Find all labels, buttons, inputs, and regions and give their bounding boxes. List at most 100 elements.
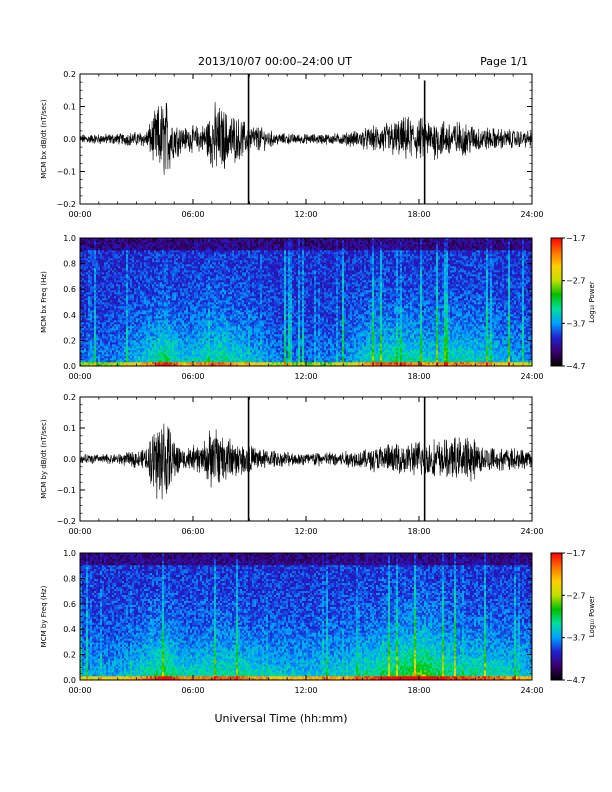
spectrogram-cell xyxy=(184,326,187,329)
spectrogram-cell xyxy=(188,328,191,331)
spectrogram-cell xyxy=(190,348,193,351)
spectrogram-cell xyxy=(202,362,205,365)
spectrogram-cell xyxy=(132,354,135,357)
spectrogram-cell xyxy=(174,344,177,347)
spectrogram-cell xyxy=(148,330,151,333)
spectrogram-cell xyxy=(114,278,117,281)
spectrogram-cell xyxy=(126,306,129,309)
spectrogram-cell xyxy=(224,312,227,315)
spectrogram-cell xyxy=(96,272,99,275)
spectrogram-cell xyxy=(160,288,163,291)
spectrogram-cell xyxy=(138,360,141,363)
spectrogram-cell xyxy=(124,356,127,359)
spectrogram-cell xyxy=(144,316,147,319)
spectrogram-cell xyxy=(138,326,141,329)
spectrogram-cell xyxy=(216,254,219,257)
spectrogram-cell xyxy=(110,238,113,241)
spectrogram-cell xyxy=(180,296,183,299)
spectrogram-cell xyxy=(212,300,215,303)
spectrogram-cell xyxy=(172,252,175,255)
spectrogram-cell xyxy=(212,284,215,287)
spectrogram-cell xyxy=(224,296,227,299)
spectrogram-cell xyxy=(88,296,91,299)
spectrogram-cell xyxy=(104,318,107,321)
spectrogram-cell xyxy=(120,304,123,307)
spectrogram-cell xyxy=(140,260,143,263)
spectrogram-cell xyxy=(180,350,183,353)
spectrogram-cell xyxy=(96,276,99,279)
spectrogram-cell xyxy=(168,270,171,273)
spectrogram-cell xyxy=(148,362,151,365)
spectrogram-cell xyxy=(136,250,139,253)
spectrogram-cell xyxy=(190,358,193,361)
spectrogram-cell xyxy=(176,256,179,259)
spectrogram-cell xyxy=(98,306,101,309)
spectrogram-cell xyxy=(170,252,173,255)
spectrogram-cell xyxy=(102,344,105,347)
spectrogram-cell xyxy=(150,238,153,241)
spectrogram-cell xyxy=(172,248,175,251)
spectrogram-cell xyxy=(86,320,89,323)
spectrogram-cell xyxy=(92,290,95,293)
spectrogram-cell xyxy=(230,260,233,263)
spectrogram-cell xyxy=(142,354,145,357)
spectrogram-cell xyxy=(158,294,161,297)
spectrogram-cell xyxy=(118,290,121,293)
spectrogram-cell xyxy=(228,278,231,281)
spectrogram-cell xyxy=(192,350,195,353)
spectrogram-cell xyxy=(140,264,143,267)
spectrogram-cell xyxy=(160,350,163,353)
spectrogram-cell xyxy=(166,258,169,261)
spectrogram-cell xyxy=(134,320,137,323)
spectrogram-cell xyxy=(166,346,169,349)
spectrogram-cell xyxy=(180,242,183,245)
spectrogram-cell xyxy=(152,352,155,355)
spectrogram-cell xyxy=(118,260,121,263)
spectrogram-cell xyxy=(218,300,221,303)
spectrogram-cell xyxy=(132,328,135,331)
spectrogram-cell xyxy=(150,258,153,261)
spectrogram-cell xyxy=(206,338,209,341)
spectrogram-cell xyxy=(220,326,223,329)
spectrogram-cell xyxy=(176,252,179,255)
spectrogram-cell xyxy=(140,348,143,351)
spectrogram-cell xyxy=(142,278,145,281)
spectrogram-cell xyxy=(170,356,173,359)
spectrogram-cell xyxy=(220,296,223,299)
spectrogram-cell xyxy=(214,284,217,287)
spectrogram-cell xyxy=(84,248,87,251)
spectrogram-cell xyxy=(104,338,107,341)
spectrogram-cell xyxy=(210,358,213,361)
spectrogram-cell xyxy=(82,316,85,319)
spectrogram-cell xyxy=(198,308,201,311)
spectrogram-cell xyxy=(198,276,201,279)
spectrogram-cell xyxy=(120,260,123,263)
spectrogram-cell xyxy=(222,270,225,273)
spectrogram-cell xyxy=(220,270,223,273)
spectrogram-cell xyxy=(214,244,217,247)
spectrogram-cell xyxy=(192,246,195,249)
spectrogram-cell xyxy=(142,330,145,333)
spectrogram-cell xyxy=(98,284,101,287)
spectrogram-cell xyxy=(110,308,113,311)
spectrogram-cell xyxy=(222,238,225,241)
spectrogram-cell xyxy=(164,314,167,317)
spectrogram-cell xyxy=(132,312,135,315)
spectrogram-cell xyxy=(124,294,127,297)
spectrogram-cell xyxy=(144,290,147,293)
spectrogram-cell xyxy=(100,260,103,263)
spectrogram-cell xyxy=(116,260,119,263)
spectrogram-cell xyxy=(176,356,179,359)
spectrogram-cell xyxy=(128,300,131,303)
spectrogram-cell xyxy=(226,240,229,243)
spectrogram-cell xyxy=(188,286,191,289)
spectrogram-cell xyxy=(96,288,99,291)
spectrogram-cell xyxy=(182,294,185,297)
spectrogram-cell xyxy=(140,310,143,313)
spectrogram-cell xyxy=(198,360,201,363)
spectrogram-cell xyxy=(214,316,217,319)
spectrogram-cell xyxy=(120,346,123,349)
spectrogram-cell xyxy=(222,360,225,363)
spectrogram-cell xyxy=(122,358,125,361)
spectrogram-cell xyxy=(190,278,193,281)
